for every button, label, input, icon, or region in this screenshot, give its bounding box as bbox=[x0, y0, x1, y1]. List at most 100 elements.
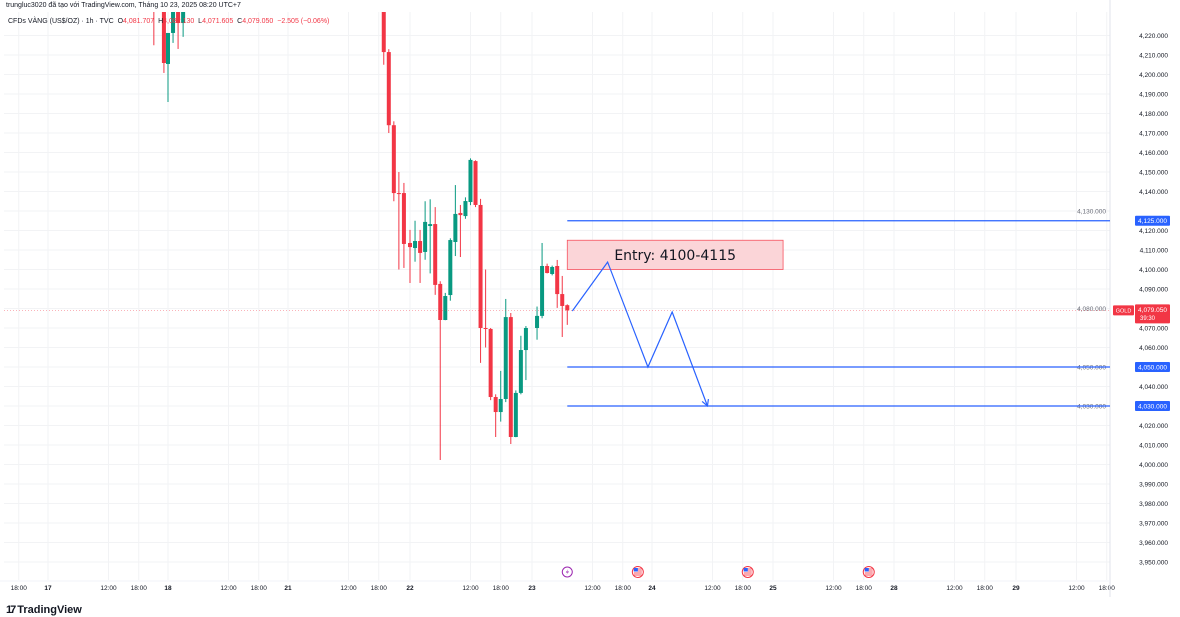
candle-body bbox=[453, 213, 458, 243]
candle bbox=[438, 281, 443, 461]
candle-body bbox=[540, 265, 545, 316]
us-flag-icon[interactable] bbox=[631, 566, 644, 578]
price-tick-label: 4,090.000 bbox=[1139, 286, 1168, 293]
flag-stripe bbox=[864, 574, 873, 576]
price-tick-label: 3,960.000 bbox=[1139, 540, 1168, 547]
candle-body bbox=[463, 201, 468, 217]
time-tick-label: 17 bbox=[44, 585, 52, 592]
price-tick-label: 3,990.000 bbox=[1139, 481, 1168, 488]
candle-body bbox=[468, 159, 473, 203]
price-tick-label: 4,070.000 bbox=[1139, 325, 1168, 332]
candle bbox=[433, 207, 438, 295]
candle bbox=[518, 335, 523, 395]
candle-body bbox=[550, 266, 555, 274]
candle-body bbox=[428, 224, 433, 227]
candle-body bbox=[381, 12, 386, 53]
time-tick-label: 24 bbox=[648, 585, 656, 592]
candle bbox=[540, 242, 545, 319]
candle-body bbox=[535, 315, 540, 328]
flag-canton bbox=[743, 568, 748, 572]
us-flag-icon[interactable] bbox=[741, 566, 754, 578]
candle bbox=[396, 172, 401, 270]
candle-body bbox=[423, 221, 428, 252]
candle-body bbox=[438, 283, 443, 321]
us-flag-icon[interactable] bbox=[862, 566, 875, 578]
price-tick-label: 4,000.000 bbox=[1139, 462, 1168, 469]
time-tick-label: 18:00 bbox=[735, 585, 752, 592]
time-tick-label: 18:00 bbox=[977, 585, 994, 592]
price-tick-label: 4,180.000 bbox=[1139, 111, 1168, 118]
candle bbox=[418, 229, 423, 283]
symbol-tag: GOLD bbox=[1116, 309, 1132, 315]
time-tick-label: 22 bbox=[406, 585, 414, 592]
candle bbox=[498, 370, 503, 422]
candle-body bbox=[458, 212, 463, 216]
candle bbox=[423, 201, 428, 260]
candle bbox=[171, 12, 176, 43]
flag-stripe bbox=[743, 574, 752, 576]
arrow-head-icon bbox=[701, 398, 710, 408]
candle-body bbox=[161, 12, 166, 63]
price-tick-label: 4,130.000 bbox=[1077, 208, 1106, 215]
candle bbox=[478, 198, 483, 363]
level-price-label-bg bbox=[1135, 401, 1170, 411]
candle-body bbox=[448, 240, 453, 296]
bar-countdown: 39:30 bbox=[1140, 316, 1156, 322]
price-tick-label: 4,150.000 bbox=[1139, 169, 1168, 176]
candle bbox=[458, 204, 463, 258]
candle bbox=[428, 199, 433, 274]
time-tick-label: 12:00 bbox=[220, 585, 237, 592]
symbol-name[interactable]: CFDs VÀNG (US$/OZ) · 1h · TVC bbox=[8, 18, 114, 25]
candle-body bbox=[473, 161, 478, 205]
candle bbox=[408, 229, 412, 283]
current-price-label: 4,079.050 bbox=[1138, 307, 1167, 314]
price-tick-label: 4,010.000 bbox=[1139, 442, 1168, 449]
price-tick-label: 4,220.000 bbox=[1139, 33, 1168, 40]
change-value: −2.505 (−0.06%) bbox=[277, 18, 330, 25]
time-tick-label: 12:00 bbox=[946, 585, 963, 592]
candle bbox=[508, 312, 513, 445]
level-price-label: 4,125.000 bbox=[1138, 218, 1167, 225]
candle-body bbox=[171, 12, 176, 33]
candle bbox=[176, 12, 181, 49]
high-label: H bbox=[158, 18, 164, 25]
candle bbox=[413, 220, 418, 262]
projected-path-line[interactable] bbox=[571, 260, 709, 407]
candle-body bbox=[545, 265, 550, 274]
level-price-label: 4,050.000 bbox=[1138, 364, 1167, 371]
low-label: L bbox=[198, 18, 203, 25]
candle bbox=[550, 265, 555, 276]
price-tick-label: 4,030.000 bbox=[1077, 403, 1106, 410]
candle bbox=[443, 292, 448, 321]
price-tick-label: 4,120.000 bbox=[1139, 228, 1168, 235]
price-tick-label: 4,080.000 bbox=[1077, 306, 1106, 313]
candle bbox=[545, 263, 550, 274]
candle-body bbox=[413, 241, 418, 249]
lightning-glyph bbox=[565, 569, 570, 575]
candle-body bbox=[560, 294, 565, 306]
candle-body bbox=[483, 328, 488, 329]
tradingview-logo-icon: 17 bbox=[6, 604, 16, 616]
tradingview-logo[interactable]: 17 TradingView bbox=[6, 604, 82, 616]
lightning-icon[interactable] bbox=[561, 566, 573, 578]
candle-body bbox=[443, 296, 448, 321]
candle-body bbox=[386, 52, 391, 126]
candles bbox=[153, 12, 570, 461]
price-tick-label: 3,950.000 bbox=[1139, 559, 1168, 566]
price-tick-label: 4,170.000 bbox=[1139, 130, 1168, 137]
time-tick-label: 18:00 bbox=[131, 585, 148, 592]
price-tick-label: 4,210.000 bbox=[1139, 52, 1168, 59]
candle-body bbox=[508, 317, 513, 438]
entry-zone-box[interactable] bbox=[566, 239, 784, 270]
time-tick-label: 18:00 bbox=[493, 585, 510, 592]
time-tick-label: 18:00 bbox=[1099, 585, 1116, 592]
candle bbox=[488, 328, 493, 401]
level-price-label: 4,030.000 bbox=[1138, 403, 1167, 410]
candle-body bbox=[503, 317, 508, 399]
time-tick-label: 18:00 bbox=[371, 585, 388, 592]
candle bbox=[391, 121, 396, 202]
candle bbox=[153, 12, 155, 46]
time-tick-label: 28 bbox=[890, 585, 898, 592]
candle-body bbox=[391, 125, 396, 194]
